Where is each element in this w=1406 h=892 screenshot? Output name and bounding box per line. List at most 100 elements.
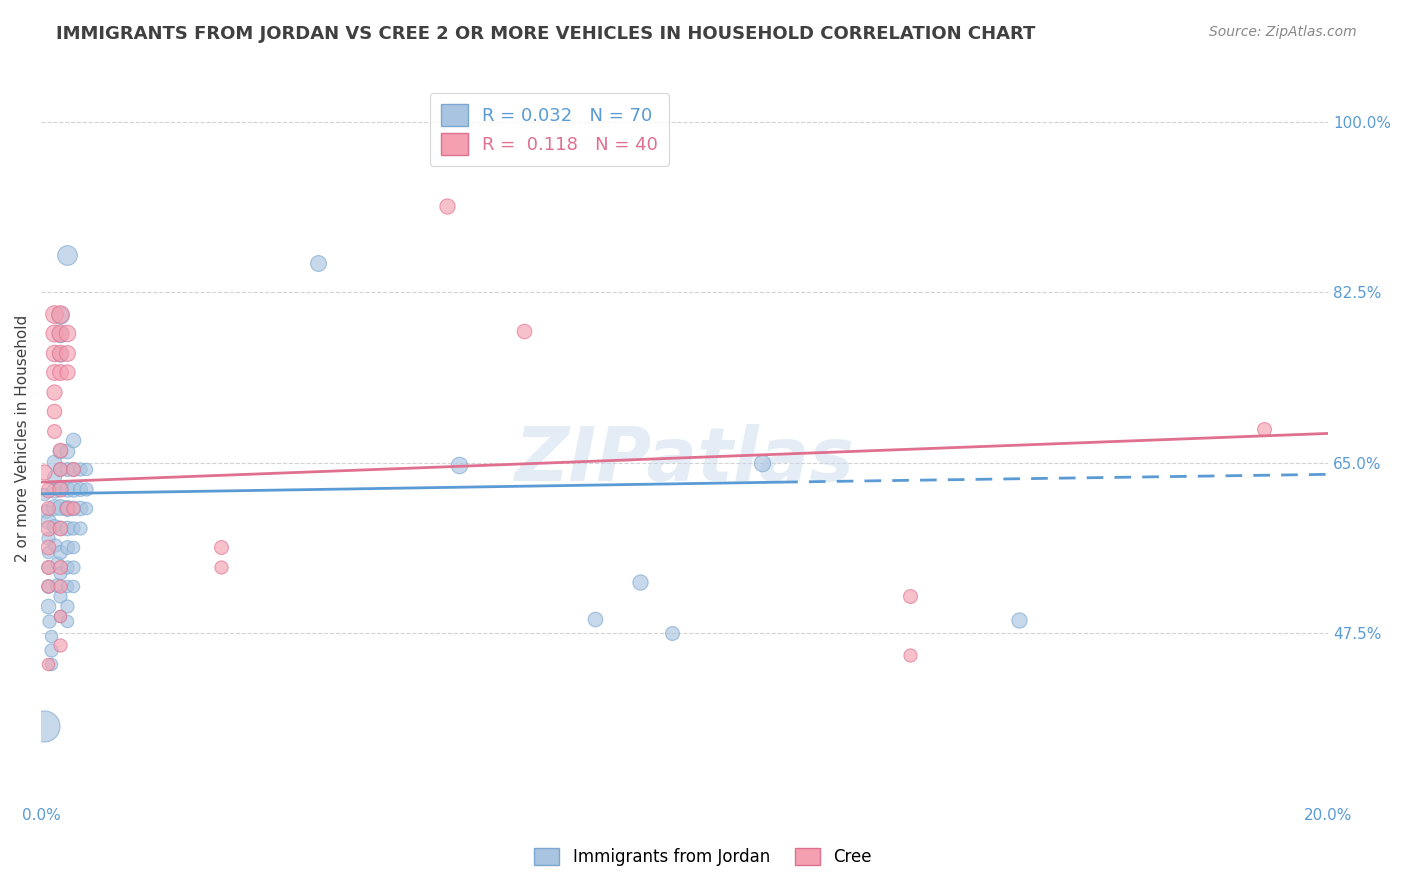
- Point: [49, 638, 72, 652]
- Point: [583, 611, 606, 625]
- Point: [75, 482, 97, 496]
- Point: [49, 545, 72, 559]
- Point: [49, 308, 72, 322]
- Point: [39, 657, 62, 672]
- Point: [69, 462, 91, 476]
- Point: [56, 326, 79, 340]
- Point: [628, 574, 651, 589]
- Y-axis label: 2 or more Vehicles in Household: 2 or more Vehicles in Household: [15, 315, 30, 562]
- Point: [56, 462, 79, 476]
- Point: [49, 608, 72, 623]
- Point: [436, 199, 458, 213]
- Point: [49, 521, 72, 535]
- Point: [56, 248, 79, 262]
- Point: [62, 541, 84, 555]
- Point: [49, 365, 72, 379]
- Point: [37, 514, 59, 528]
- Point: [209, 560, 232, 574]
- Point: [62, 579, 84, 593]
- Point: [42, 483, 65, 497]
- Point: [37, 579, 59, 593]
- Point: [39, 629, 62, 643]
- Point: [49, 462, 72, 476]
- Point: [75, 462, 97, 476]
- Point: [209, 541, 232, 555]
- Point: [513, 324, 536, 338]
- Point: [37, 483, 59, 497]
- Point: [42, 307, 65, 321]
- Point: [661, 626, 683, 640]
- Point: [62, 501, 84, 516]
- Point: [62, 434, 84, 448]
- Point: [46, 556, 69, 570]
- Point: [69, 482, 91, 496]
- Point: [42, 455, 65, 469]
- Point: [49, 442, 72, 457]
- Point: [69, 501, 91, 516]
- Point: [42, 500, 65, 515]
- Point: [49, 346, 72, 360]
- Point: [56, 482, 79, 496]
- Point: [56, 501, 79, 516]
- Point: [1008, 614, 1031, 628]
- Point: [37, 545, 59, 559]
- Point: [46, 578, 69, 592]
- Point: [62, 560, 84, 574]
- Point: [38, 615, 60, 629]
- Point: [42, 470, 65, 484]
- Point: [75, 501, 97, 516]
- Point: [42, 424, 65, 438]
- Point: [35, 504, 58, 518]
- Point: [34, 466, 56, 480]
- Point: [49, 307, 72, 321]
- Point: [56, 560, 79, 574]
- Point: [56, 444, 79, 458]
- Legend: R = 0.032   N = 70, R =  0.118   N = 40: R = 0.032 N = 70, R = 0.118 N = 40: [430, 93, 669, 166]
- Point: [49, 560, 72, 574]
- Text: Source: ZipAtlas.com: Source: ZipAtlas.com: [1209, 25, 1357, 39]
- Point: [56, 579, 79, 593]
- Point: [49, 566, 72, 580]
- Point: [34, 487, 56, 501]
- Point: [307, 256, 329, 270]
- Legend: Immigrants from Jordan, Cree: Immigrants from Jordan, Cree: [526, 840, 880, 875]
- Point: [37, 560, 59, 574]
- Point: [37, 560, 59, 574]
- Point: [751, 456, 773, 470]
- Point: [62, 501, 84, 516]
- Point: [49, 462, 72, 476]
- Point: [898, 589, 921, 603]
- Point: [49, 444, 72, 458]
- Point: [1253, 421, 1275, 435]
- Point: [42, 365, 65, 379]
- Point: [62, 462, 84, 476]
- Point: [49, 589, 72, 603]
- Point: [39, 642, 62, 657]
- Point: [49, 481, 72, 495]
- Point: [62, 482, 84, 496]
- Point: [449, 458, 471, 472]
- Point: [56, 541, 79, 555]
- Point: [56, 345, 79, 359]
- Point: [49, 500, 72, 515]
- Point: [37, 579, 59, 593]
- Point: [42, 384, 65, 399]
- Point: [49, 608, 72, 623]
- Point: [56, 599, 79, 613]
- Point: [37, 531, 59, 545]
- Point: [49, 482, 72, 496]
- Point: [56, 521, 79, 535]
- Point: [56, 615, 79, 629]
- Point: [49, 327, 72, 342]
- Point: [34, 719, 56, 733]
- Point: [49, 345, 72, 359]
- Point: [49, 521, 72, 535]
- Point: [898, 648, 921, 662]
- Point: [42, 404, 65, 418]
- Point: [56, 365, 79, 379]
- Point: [37, 599, 59, 613]
- Point: [42, 345, 65, 359]
- Point: [42, 519, 65, 533]
- Point: [37, 541, 59, 555]
- Point: [62, 521, 84, 535]
